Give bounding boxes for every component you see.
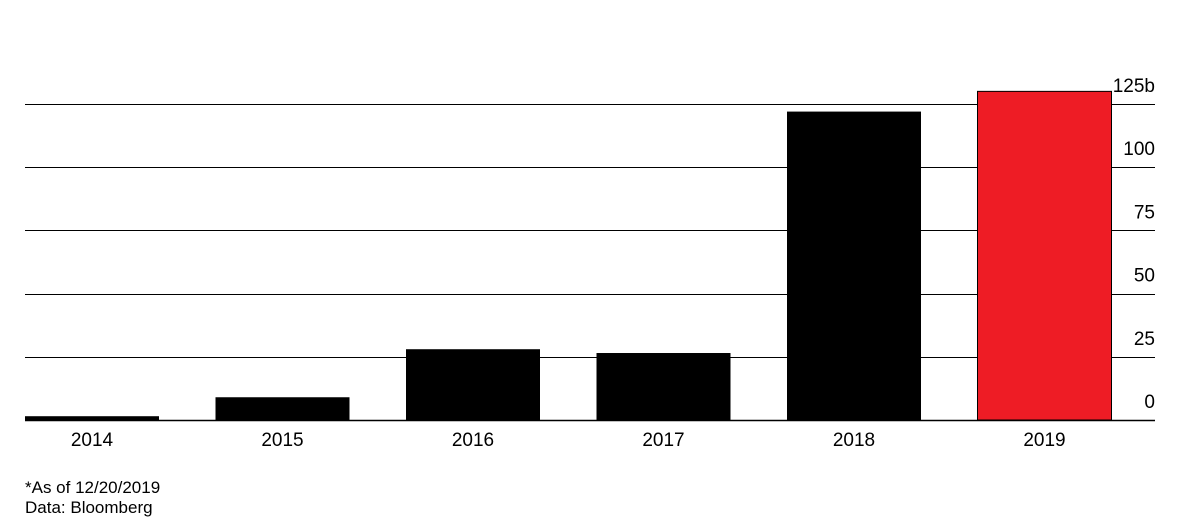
x-tick-label: 2019 [1023, 430, 1065, 451]
bar-2018 [787, 111, 921, 421]
bar-2016 [406, 349, 540, 420]
bars [25, 90, 1112, 421]
bar-2015 [215, 397, 350, 420]
bar-2014 [25, 416, 159, 420]
source-note: Data: Bloomberg [25, 498, 153, 517]
x-tick-label: 2017 [642, 430, 684, 451]
footnote-as-of: *As of 12/20/2019 [25, 478, 161, 497]
x-axis-tick-labels: 2014 2015 2016 2017 2018 2019 [71, 430, 1066, 451]
y-tick-label: 50 [1134, 266, 1155, 287]
x-tick-label: 2018 [833, 430, 875, 451]
y-tick-label: 75 [1134, 202, 1155, 223]
y-tick-label: 25 [1134, 329, 1155, 350]
bar-2017 [596, 353, 731, 420]
y-tick-label: 0 [1144, 392, 1155, 413]
bar-chart: 0 25 50 75 100 125b 2014 2015 2016 2017 2018 2019 [25, 76, 1155, 451]
y-axis-tick-labels: 0 25 50 75 100 125b [1113, 76, 1155, 413]
y-tick-label: 100 [1123, 139, 1155, 160]
y-tick-label: 125b [1113, 76, 1155, 97]
bar-2019 [977, 90, 1112, 421]
x-tick-label: 2014 [71, 430, 114, 451]
x-tick-label: 2016 [452, 430, 494, 451]
gridlines [25, 104, 1155, 422]
x-tick-label: 2015 [261, 430, 303, 451]
